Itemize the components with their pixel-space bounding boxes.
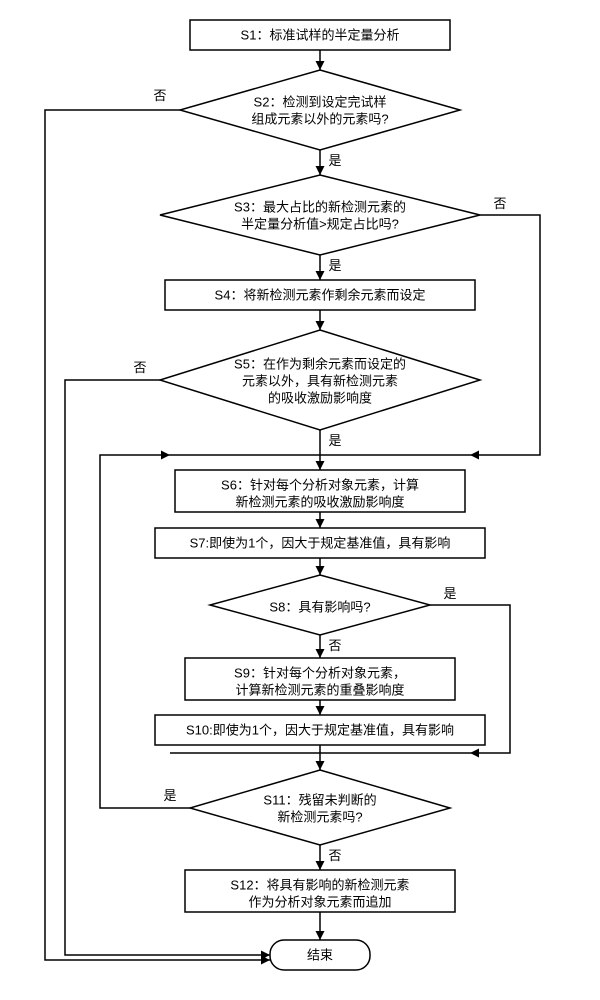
s5-yes-label: 是 xyxy=(328,433,341,448)
s7-text: S7:即使为1个，因大于规定基准值，具有影响 xyxy=(190,535,451,550)
s3-text1: S3：最大占比的新检测元素的 xyxy=(234,199,406,214)
node-s11: S11：残留未判断的 新检测元素吗? xyxy=(190,770,450,845)
s2-yes-label: 是 xyxy=(328,153,341,168)
s4-text: S4：将新检测元素作剩余元素而设定 xyxy=(215,287,426,302)
flowchart-canvas: S1：标准试样的半定量分析 S2：检测到设定完试样 组成元素以外的元素吗? 否 … xyxy=(10,10,590,990)
edge-s3-no xyxy=(470,215,540,455)
node-s9: S9：针对每个分析对象元素， 计算新检测元素的重叠影响度 xyxy=(185,658,455,700)
node-end: 结束 xyxy=(270,940,370,970)
end-text: 结束 xyxy=(307,947,333,962)
s2-text2: 组成元素以外的元素吗? xyxy=(251,111,388,126)
s3-yes-label: 是 xyxy=(328,258,341,273)
s2-no-label: 否 xyxy=(153,88,166,103)
s9-text1: S9：针对每个分析对象元素， xyxy=(234,665,406,680)
s5-text2: 元素以外，具有新检测元素 xyxy=(242,373,398,388)
node-s10: S10:即使为1个，因大于规定基准值，具有影响 xyxy=(155,715,485,745)
s11-no-label: 否 xyxy=(328,848,341,863)
s9-text2: 计算新检测元素的重叠影响度 xyxy=(235,682,404,697)
s8-yes-label: 是 xyxy=(443,586,456,601)
node-s8: S8：具有影响吗? xyxy=(210,575,430,635)
s10-text: S10:即使为1个，因大于规定基准值，具有影响 xyxy=(186,722,454,737)
s11-yes-label: 是 xyxy=(163,788,176,803)
s3-text2: 半定量分析值>规定占比吗? xyxy=(241,216,399,231)
s12-text2: 作为分析对象元素而追加 xyxy=(248,894,391,909)
node-s3: S3：最大占比的新检测元素的 半定量分析值>规定占比吗? xyxy=(160,175,480,255)
s11-text2: 新检测元素吗? xyxy=(277,809,362,824)
s12-text1: S12：将具有影响的新检测元素 xyxy=(230,877,409,892)
node-s7: S7:即使为1个，因大于规定基准值，具有影响 xyxy=(155,528,485,558)
s11-text1: S11：残留未判断的 xyxy=(263,792,376,807)
s1-text: S1：标准试样的半定量分析 xyxy=(241,27,400,42)
node-s2: S2：检测到设定完试样 组成元素以外的元素吗? xyxy=(180,70,460,150)
s3-no-label: 否 xyxy=(493,196,506,211)
s6-text1: S6：针对每个分析对象元素，计算 xyxy=(221,477,419,492)
s8-no-label: 否 xyxy=(328,638,341,653)
s2-text1: S2：检测到设定完试样 xyxy=(254,94,387,109)
node-s12: S12：将具有影响的新检测元素 作为分析对象元素而追加 xyxy=(185,870,455,912)
node-s4: S4：将新检测元素作剩余元素而设定 xyxy=(165,280,475,310)
s5-text3: 的吸收激励影响度 xyxy=(268,390,372,405)
s5-no-label: 否 xyxy=(133,360,146,375)
s5-text1: S5：在作为剩余元素而设定的 xyxy=(234,356,406,371)
s8-text: S8：具有影响吗? xyxy=(269,599,370,614)
node-s5: S5：在作为剩余元素而设定的 元素以外，具有新检测元素 的吸收激励影响度 xyxy=(160,330,480,430)
s6-text2: 新检测元素的吸收激励影响度 xyxy=(235,494,404,509)
node-s6: S6：针对每个分析对象元素，计算 新检测元素的吸收激励影响度 xyxy=(175,470,465,512)
node-s1: S1：标准试样的半定量分析 xyxy=(190,20,450,50)
